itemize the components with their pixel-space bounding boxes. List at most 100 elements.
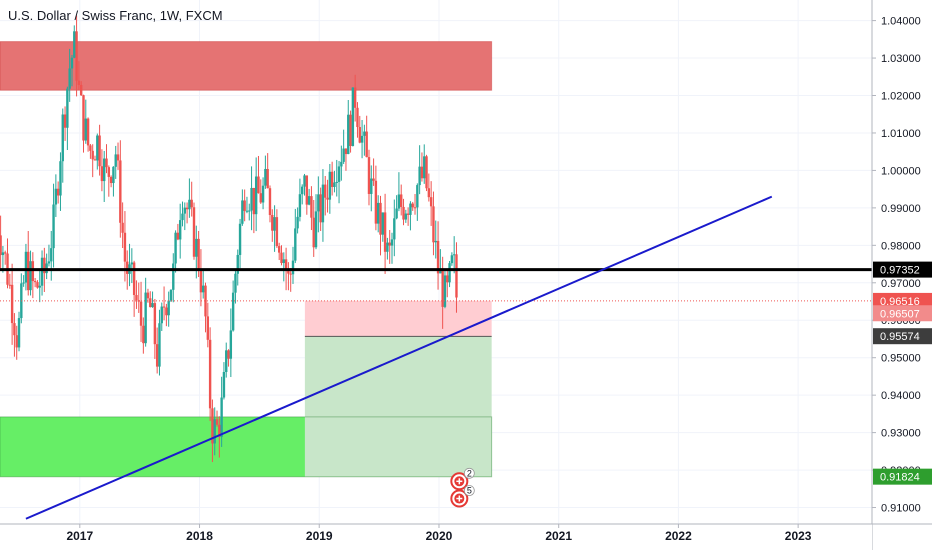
candle-body	[340, 161, 343, 167]
candle-body	[358, 127, 361, 143]
candle-body	[181, 213, 184, 221]
candle-body	[328, 171, 332, 200]
y-tick-label: 0.95000	[881, 353, 921, 365]
candle-body	[66, 88, 69, 128]
trend-line[interactable]	[25, 195, 773, 520]
candle-body	[360, 135, 364, 143]
candle-body	[423, 156, 426, 179]
candle-body	[119, 160, 122, 223]
candle-body	[383, 212, 387, 252]
candle-body	[363, 131, 366, 136]
candle-body	[52, 204, 55, 249]
candle-body	[29, 261, 32, 291]
candle-body	[404, 213, 408, 220]
candle-body	[160, 306, 163, 324]
candle-body	[400, 194, 403, 207]
candle-body	[63, 114, 67, 128]
candle-body	[112, 166, 115, 184]
position-risk	[304, 300, 492, 337]
drawn-lines[interactable]	[0, 195, 872, 520]
candle-body	[248, 210, 251, 212]
candle-body	[202, 285, 205, 293]
candle-body	[234, 273, 237, 293]
candle-body	[245, 210, 249, 212]
candle-body	[192, 207, 196, 257]
candle-body	[218, 424, 221, 437]
candle-body	[342, 148, 345, 162]
candle-body	[158, 323, 161, 367]
candle-body	[8, 284, 12, 286]
event-badges[interactable]: 25	[450, 467, 475, 508]
candle-body	[312, 217, 315, 248]
candle-body	[54, 188, 58, 205]
price-label-tag	[873, 328, 932, 345]
price-label-tag	[873, 468, 932, 485]
y-tick-label: 1.00000	[881, 165, 921, 177]
event-badge[interactable]: 2	[450, 467, 475, 491]
candle-body	[142, 325, 145, 344]
event-badge[interactable]: 5	[450, 485, 475, 508]
candle-body	[420, 166, 424, 179]
price-label-text: 0.91824	[880, 472, 920, 484]
price-label-tag	[873, 305, 932, 322]
y-tick-label: 0.94000	[881, 390, 921, 402]
y-tick-label: 0.97000	[881, 278, 921, 290]
y-tick-label: 1.01000	[881, 128, 921, 140]
candle-body	[294, 228, 297, 261]
candle-body	[100, 166, 104, 182]
candle-body	[397, 194, 401, 209]
candle-body	[225, 350, 228, 373]
candle-body	[75, 31, 78, 81]
candle-body	[330, 171, 334, 187]
candle-body	[271, 215, 274, 231]
candle-body	[298, 194, 302, 217]
candle-body	[91, 150, 94, 160]
candle-body	[77, 80, 81, 85]
candle-body	[206, 316, 210, 340]
candle-body	[188, 199, 191, 210]
candle-body	[335, 181, 338, 183]
price-label-tag	[873, 292, 932, 309]
candle-body	[381, 212, 384, 235]
candle-body	[33, 281, 37, 283]
candle-body	[303, 175, 306, 187]
candle-body	[13, 323, 16, 336]
candle-body	[199, 269, 203, 293]
candle-body	[24, 251, 28, 283]
candle-body	[220, 397, 223, 437]
candle-body	[284, 259, 288, 271]
candle-body	[321, 184, 325, 223]
candle-body	[390, 239, 394, 246]
event-badge-count-bg	[463, 467, 475, 479]
y-tick-label: 0.99000	[881, 203, 921, 215]
candle-body	[365, 131, 368, 158]
price-label-text: 0.97352	[880, 265, 920, 277]
candle-body	[195, 238, 198, 257]
candle-body	[427, 188, 431, 198]
candle-body	[165, 307, 168, 316]
candle-body	[204, 285, 207, 317]
x-tick-label: 2017	[66, 529, 93, 543]
candle-body	[241, 200, 244, 224]
price-label-text: 0.96516	[880, 296, 920, 308]
candle-body	[333, 182, 336, 187]
candle-body	[243, 200, 246, 211]
y-tick-label: 0.91000	[881, 503, 921, 515]
candle-body	[169, 289, 173, 301]
candle-body	[349, 114, 352, 146]
y-tick-label: 0.98000	[881, 240, 921, 252]
candle-body	[227, 350, 230, 359]
candle-body	[123, 232, 127, 262]
candle-body	[153, 303, 157, 345]
candle-body	[238, 223, 242, 255]
x-tick-label: 2020	[426, 529, 453, 543]
candle-body	[277, 246, 281, 253]
candle-body	[301, 186, 304, 195]
candle-body	[84, 118, 87, 141]
candle-body	[432, 206, 435, 243]
candle-body	[291, 260, 295, 275]
candle-body	[434, 240, 437, 243]
candle-body	[103, 158, 106, 182]
